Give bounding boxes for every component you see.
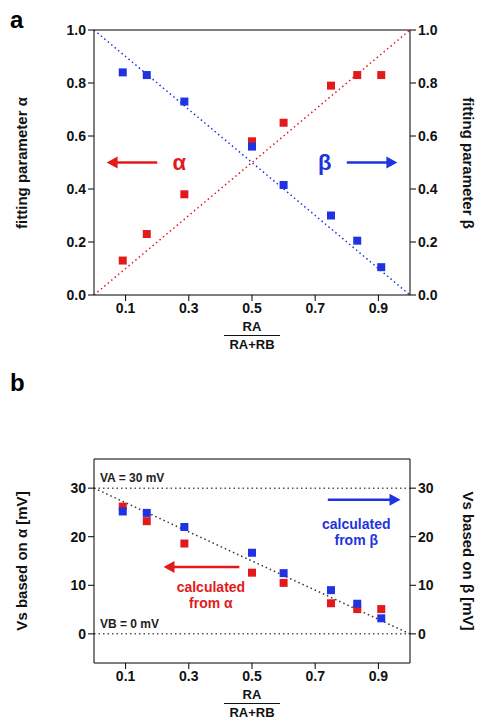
- html-text:Vs based on α [mV]: Vs based on α [mV]: [13, 491, 30, 631]
- svg-text:20: 20: [418, 529, 434, 545]
- svg-text:30: 30: [70, 480, 86, 496]
- html-text:fitting parameter α: fitting parameter α: [13, 96, 30, 229]
- svg-text:10: 10: [70, 577, 86, 593]
- svg-text:0.9: 0.9: [369, 668, 389, 684]
- svg-text:0.2: 0.2: [67, 234, 87, 250]
- svg-text:0.1: 0.1: [116, 668, 136, 684]
- html-text:RA: RA: [242, 687, 262, 702]
- html-text:Vs based on β [mV]: Vs based on β [mV]: [460, 491, 477, 631]
- svg-text:30: 30: [418, 480, 434, 496]
- html-text:calculated from β: calculated from β: [322, 515, 391, 548]
- html-text:fitting parameter β: fitting parameter β: [460, 96, 477, 229]
- svg-text:0.7: 0.7: [305, 300, 325, 316]
- svg-text:1.0: 1.0: [418, 22, 438, 38]
- html-text:RA+RB: RA+RB: [229, 705, 275, 720]
- html-text:VA = 30 mV: VA = 30 mV: [100, 471, 165, 486]
- svg-text:0.6: 0.6: [67, 128, 87, 144]
- svg-text:0.6: 0.6: [418, 128, 438, 144]
- svg-text:0.2: 0.2: [418, 234, 438, 250]
- svg-text:0.3: 0.3: [179, 668, 199, 684]
- html-text:RA: RA: [242, 319, 262, 334]
- svg-text:0: 0: [418, 626, 426, 642]
- html-text:β: β: [318, 149, 332, 175]
- svg-text:0.8: 0.8: [67, 75, 87, 91]
- html-text:calculated from α: calculated from α: [176, 579, 246, 612]
- svg-text:0: 0: [78, 626, 86, 642]
- svg-text:0.5: 0.5: [242, 300, 262, 316]
- html-text:VB = 0 mV: VB = 0 mV: [100, 616, 159, 631]
- svg-text:20: 20: [70, 529, 86, 545]
- svg-text:0.5: 0.5: [242, 668, 262, 684]
- svg-text:0.3: 0.3: [179, 300, 199, 316]
- svg-text:1.0: 1.0: [67, 22, 87, 38]
- svg-text:0.1: 0.1: [116, 300, 136, 316]
- svg-text:0.8: 0.8: [418, 75, 438, 91]
- svg-text:0.4: 0.4: [418, 181, 438, 197]
- html-text:a: a: [10, 6, 24, 33]
- html-text:b: b: [10, 369, 25, 396]
- html-text:α: α: [172, 149, 187, 175]
- svg-text:0.9: 0.9: [369, 300, 389, 316]
- svg-text:0.4: 0.4: [67, 181, 87, 197]
- svg-text:0.7: 0.7: [305, 668, 325, 684]
- svg-text:10: 10: [418, 577, 434, 593]
- html-text:RA+RB: RA+RB: [229, 337, 275, 352]
- svg-text:0.0: 0.0: [418, 287, 438, 303]
- svg-text:0.0: 0.0: [67, 287, 87, 303]
